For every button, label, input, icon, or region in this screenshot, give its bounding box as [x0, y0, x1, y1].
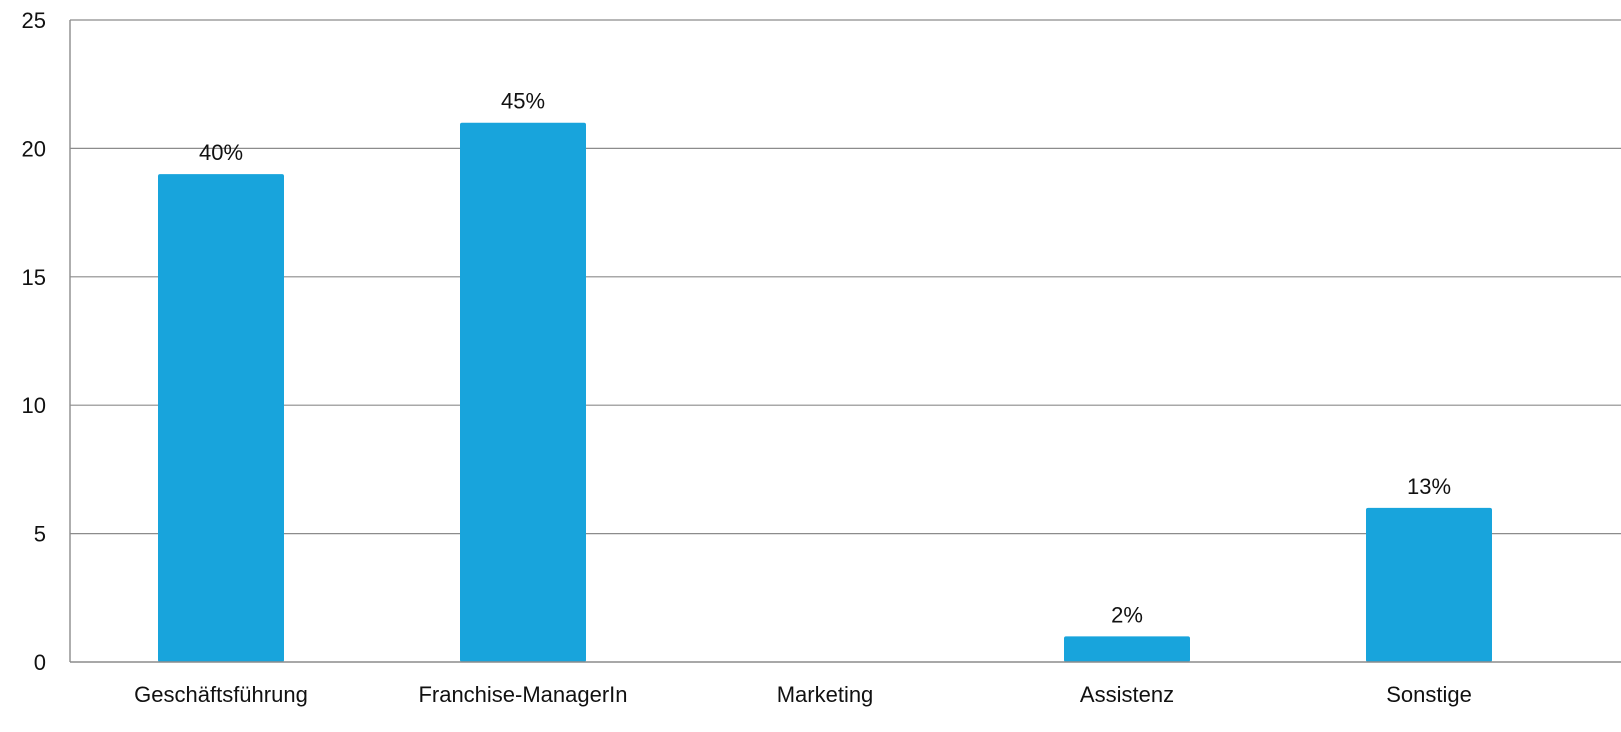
y-tick-label: 15: [22, 265, 46, 290]
bar-data-label: 40%: [199, 140, 243, 165]
y-tick-label: 10: [22, 393, 46, 418]
y-tick-label: 20: [22, 136, 46, 161]
axes: [69, 20, 1621, 663]
x-category-label: Franchise-ManagerIn: [418, 682, 627, 707]
x-category-label: Marketing: [777, 682, 874, 707]
bar-data-label: 45%: [501, 89, 545, 114]
gridlines: [70, 19, 1621, 535]
y-tick-label: 25: [22, 8, 46, 33]
bar-data-label: 2%: [1111, 602, 1143, 627]
bar-data-label: 13%: [1407, 474, 1451, 499]
x-category-label: Assistenz: [1080, 682, 1174, 707]
x-category-label: Geschäftsführung: [134, 682, 308, 707]
bars: [158, 122, 1492, 663]
y-tick-label: 0: [34, 650, 46, 675]
bar-4: [1366, 507, 1492, 662]
labels: 0 5 10 15 20 25 Geschäftsführung 40% Franchise-M…: [22, 8, 1472, 707]
bar-0: [158, 174, 284, 662]
bar-1: [460, 122, 586, 663]
y-tick-label: 5: [34, 522, 46, 547]
bar-3: [1064, 636, 1190, 662]
x-category-label: Sonstige: [1386, 682, 1472, 707]
